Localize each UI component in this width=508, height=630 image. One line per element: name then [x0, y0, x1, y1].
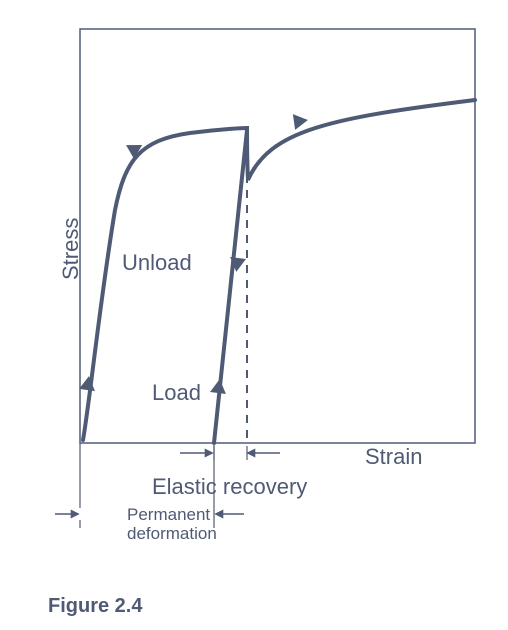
plot-frame	[80, 29, 475, 443]
load-label: Load	[152, 380, 201, 406]
unload-label: Unload	[122, 250, 192, 276]
figure-caption: Figure 2.4	[48, 595, 142, 618]
permanent-label-line1: Permanent	[127, 505, 210, 525]
x-axis-label: Strain	[365, 444, 422, 470]
y-axis-label: Stress	[58, 218, 84, 280]
elastic-recovery-label: Elastic recovery	[152, 474, 307, 500]
stress-strain-diagram	[0, 0, 508, 630]
permanent-label-line2: deformation	[127, 524, 217, 544]
figure-container: Stress Strain Unload Load Elastic recove…	[0, 0, 508, 630]
